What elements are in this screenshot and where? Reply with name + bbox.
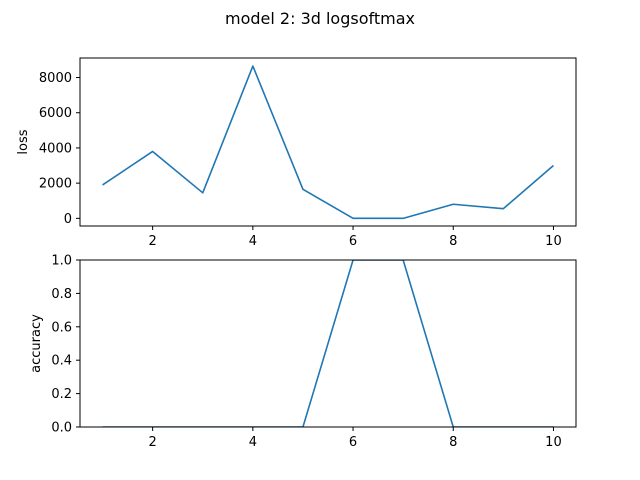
loss-plot-frame bbox=[79, 57, 577, 227]
accuracy-x-tick-label: 10 bbox=[545, 435, 562, 450]
accuracy-y-tick-label: 0.0 bbox=[51, 421, 72, 436]
accuracy-y-tick-label: 0.8 bbox=[51, 287, 72, 302]
accuracy-y-tick-label: 1.0 bbox=[51, 254, 72, 269]
loss-chart: 2 4 6 8 10 0 2000 4000 6000 8000 loss bbox=[16, 57, 577, 249]
accuracy-x-axis: 2 4 6 8 10 bbox=[149, 427, 562, 450]
accuracy-y-tick-label: 0.2 bbox=[51, 387, 72, 402]
loss-y-axis: 0 2000 4000 6000 8000 bbox=[39, 71, 80, 227]
accuracy-y-axis-label: accuracy bbox=[29, 314, 44, 373]
accuracy-series bbox=[102, 260, 554, 427]
loss-x-tick-label: 10 bbox=[545, 234, 562, 249]
accuracy-chart: 2 4 6 8 10 0.0 0.2 0.4 0.6 0.8 1.0 accuracy bbox=[29, 254, 577, 450]
loss-y-tick-label: 2000 bbox=[39, 177, 72, 192]
loss-y-tick-label: 0 bbox=[64, 212, 72, 227]
loss-y-tick-label: 4000 bbox=[39, 141, 72, 156]
accuracy-x-tick-label: 4 bbox=[249, 435, 257, 450]
accuracy-plot-frame bbox=[79, 259, 577, 428]
loss-x-tick-label: 2 bbox=[149, 234, 157, 249]
loss-y-tick-label: 6000 bbox=[39, 106, 72, 121]
loss-y-tick-label: 8000 bbox=[39, 71, 72, 86]
figure-title: model 2: 3d logsoftmax bbox=[225, 9, 415, 28]
accuracy-x-tick-label: 6 bbox=[349, 435, 357, 450]
loss-y-axis-label: loss bbox=[16, 129, 31, 154]
accuracy-series-line bbox=[102, 260, 554, 427]
accuracy-y-tick-label: 0.6 bbox=[51, 320, 72, 335]
accuracy-x-tick-label: 2 bbox=[149, 435, 157, 450]
loss-x-axis: 2 4 6 8 10 bbox=[149, 226, 562, 249]
loss-x-tick-label: 4 bbox=[249, 234, 257, 249]
loss-x-tick-label: 8 bbox=[449, 234, 457, 249]
loss-series-line bbox=[102, 65, 554, 220]
loss-series bbox=[102, 65, 554, 220]
accuracy-x-tick-label: 8 bbox=[449, 435, 457, 450]
accuracy-y-tick-label: 0.4 bbox=[51, 354, 72, 369]
accuracy-y-axis: 0.0 0.2 0.4 0.6 0.8 1.0 bbox=[51, 254, 80, 436]
loss-x-tick-label: 6 bbox=[349, 234, 357, 249]
